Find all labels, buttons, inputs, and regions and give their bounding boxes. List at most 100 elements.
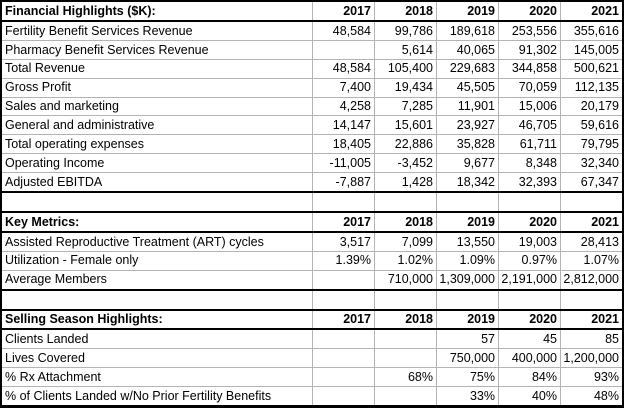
value-cell[interactable]: 48,584 <box>312 21 374 40</box>
value-cell[interactable] <box>374 387 436 406</box>
year-header-cell[interactable]: 2018 <box>374 2 436 20</box>
value-cell[interactable] <box>312 330 374 349</box>
value-cell[interactable]: 28,413 <box>560 232 622 251</box>
year-header-cell[interactable]: 2017 <box>312 310 374 329</box>
row-label-cell[interactable]: Total Revenue <box>5 61 85 76</box>
value-cell[interactable]: 99,786 <box>374 21 436 40</box>
value-cell[interactable]: 79,795 <box>560 135 622 154</box>
row-label-cell[interactable]: Operating Income <box>5 155 105 170</box>
year-header-cell[interactable]: 2020 <box>498 212 560 231</box>
row-label-cell[interactable]: Total operating expenses <box>5 137 144 152</box>
value-cell[interactable]: 145,005 <box>560 40 622 59</box>
value-cell[interactable]: 91,302 <box>498 40 560 59</box>
value-cell[interactable]: 7,400 <box>312 78 374 97</box>
value-cell[interactable]: 45 <box>498 330 560 349</box>
value-cell[interactable]: 32,393 <box>498 173 560 192</box>
value-cell[interactable]: -11,005 <box>312 154 374 173</box>
row-label-cell[interactable]: Average Members <box>5 272 107 287</box>
year-header-cell[interactable]: 2018 <box>374 310 436 329</box>
value-cell[interactable]: 45,505 <box>436 78 498 97</box>
row-label-cell[interactable]: Assisted Reproductive Treatment (ART) cy… <box>5 234 264 249</box>
value-cell[interactable]: 75% <box>436 368 498 387</box>
year-header-cell[interactable]: 2017 <box>312 212 374 231</box>
value-cell[interactable]: 1.07% <box>560 251 622 270</box>
spacer-label-cell[interactable] <box>2 193 312 211</box>
spacer-value-cell[interactable] <box>560 193 622 211</box>
value-cell[interactable]: 1,200,000 <box>560 349 622 368</box>
row-label-cell[interactable]: % of Clients Landed w/No Prior Fertility… <box>5 388 272 403</box>
value-cell[interactable]: 18,342 <box>436 173 498 192</box>
year-header-cell[interactable]: 2021 <box>560 2 622 20</box>
value-cell[interactable]: 85 <box>560 330 622 349</box>
value-cell[interactable]: 500,621 <box>560 59 622 78</box>
value-cell[interactable] <box>374 330 436 349</box>
spacer-value-cell[interactable] <box>374 290 436 309</box>
value-cell[interactable]: 1.39% <box>312 251 374 270</box>
value-cell[interactable]: 5,614 <box>374 40 436 59</box>
spacer-value-cell[interactable] <box>312 290 374 309</box>
value-cell[interactable]: -3,452 <box>374 154 436 173</box>
row-label-cell[interactable]: Clients Landed <box>5 332 89 347</box>
value-cell[interactable] <box>312 40 374 59</box>
value-cell[interactable]: 18,405 <box>312 135 374 154</box>
value-cell[interactable]: 19,003 <box>498 232 560 251</box>
value-cell[interactable]: 4,258 <box>312 97 374 116</box>
value-cell[interactable]: 57 <box>436 330 498 349</box>
spacer-value-cell[interactable] <box>374 193 436 211</box>
row-label-cell[interactable]: Fertility Benefit Services Revenue <box>5 23 193 38</box>
value-cell[interactable]: 46,705 <box>498 116 560 135</box>
value-cell[interactable]: 93% <box>560 368 622 387</box>
value-cell[interactable]: 67,347 <box>560 173 622 192</box>
value-cell[interactable]: 400,000 <box>498 349 560 368</box>
value-cell[interactable] <box>312 368 374 387</box>
row-label-cell[interactable]: Sales and marketing <box>5 99 119 114</box>
spacer-label-cell[interactable] <box>2 291 312 309</box>
year-header-cell[interactable]: 2020 <box>498 2 560 20</box>
value-cell[interactable]: 40% <box>498 387 560 406</box>
value-cell[interactable]: 70,059 <box>498 78 560 97</box>
value-cell[interactable] <box>312 349 374 368</box>
value-cell[interactable]: 0.97% <box>498 251 560 270</box>
value-cell[interactable]: 40,065 <box>436 40 498 59</box>
value-cell[interactable]: 1.09% <box>436 251 498 270</box>
value-cell[interactable]: 710,000 <box>374 270 436 289</box>
year-header-cell[interactable]: 2017 <box>312 2 374 20</box>
year-header-cell[interactable]: 2019 <box>436 212 498 231</box>
value-cell[interactable]: 2,191,000 <box>498 270 560 289</box>
row-label-cell[interactable]: Lives Covered <box>5 351 85 366</box>
value-cell[interactable]: 7,099 <box>374 232 436 251</box>
value-cell[interactable]: 9,677 <box>436 154 498 173</box>
value-cell[interactable]: 48% <box>560 387 622 406</box>
value-cell[interactable] <box>374 349 436 368</box>
row-label-cell[interactable]: Pharmacy Benefit Services Revenue <box>5 42 209 57</box>
spacer-value-cell[interactable] <box>436 193 498 211</box>
year-header-cell[interactable]: 2019 <box>436 2 498 20</box>
year-header-cell[interactable]: 2018 <box>374 212 436 231</box>
value-cell[interactable]: 84% <box>498 368 560 387</box>
year-header-cell[interactable]: 2019 <box>436 310 498 329</box>
value-cell[interactable]: 750,000 <box>436 349 498 368</box>
row-label-cell[interactable]: Gross Profit <box>5 80 71 95</box>
value-cell[interactable] <box>312 387 374 406</box>
spacer-value-cell[interactable] <box>498 290 560 309</box>
value-cell[interactable]: 15,601 <box>374 116 436 135</box>
value-cell[interactable]: 344,858 <box>498 59 560 78</box>
value-cell[interactable]: 13,550 <box>436 232 498 251</box>
value-cell[interactable]: 11,901 <box>436 97 498 116</box>
value-cell[interactable]: 32,340 <box>560 154 622 173</box>
value-cell[interactable]: 112,135 <box>560 78 622 97</box>
value-cell[interactable]: 48,584 <box>312 59 374 78</box>
value-cell[interactable]: 33% <box>436 387 498 406</box>
value-cell[interactable]: 1,428 <box>374 173 436 192</box>
spacer-value-cell[interactable] <box>498 193 560 211</box>
value-cell[interactable]: 189,618 <box>436 21 498 40</box>
section-title-cell[interactable]: Selling Season Highlights: <box>5 312 163 327</box>
value-cell[interactable]: 19,434 <box>374 78 436 97</box>
value-cell[interactable]: 105,400 <box>374 59 436 78</box>
year-header-cell[interactable]: 2021 <box>560 310 622 329</box>
row-label-cell[interactable]: % Rx Attachment <box>5 369 101 384</box>
value-cell[interactable]: -7,887 <box>312 173 374 192</box>
row-label-cell[interactable]: Utilization - Female only <box>5 253 139 268</box>
value-cell[interactable]: 8,348 <box>498 154 560 173</box>
spacer-value-cell[interactable] <box>560 290 622 309</box>
